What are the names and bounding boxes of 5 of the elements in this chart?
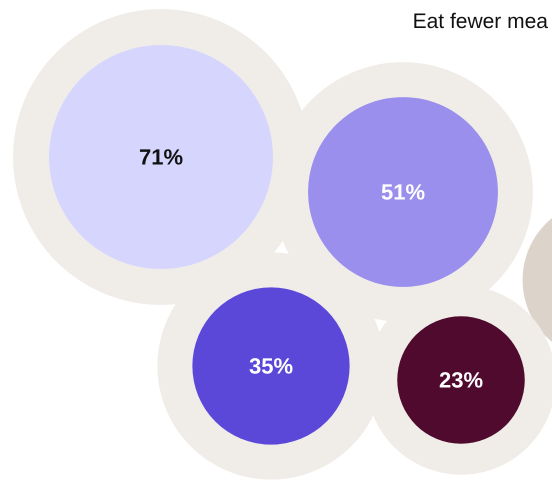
data-label: 51% bbox=[380, 180, 426, 205]
data-label: 71% bbox=[138, 144, 184, 170]
data-label: 35% bbox=[248, 354, 294, 379]
text: Eat fewer mea bbox=[412, 10, 548, 33]
data-label: 23% bbox=[438, 368, 484, 393]
